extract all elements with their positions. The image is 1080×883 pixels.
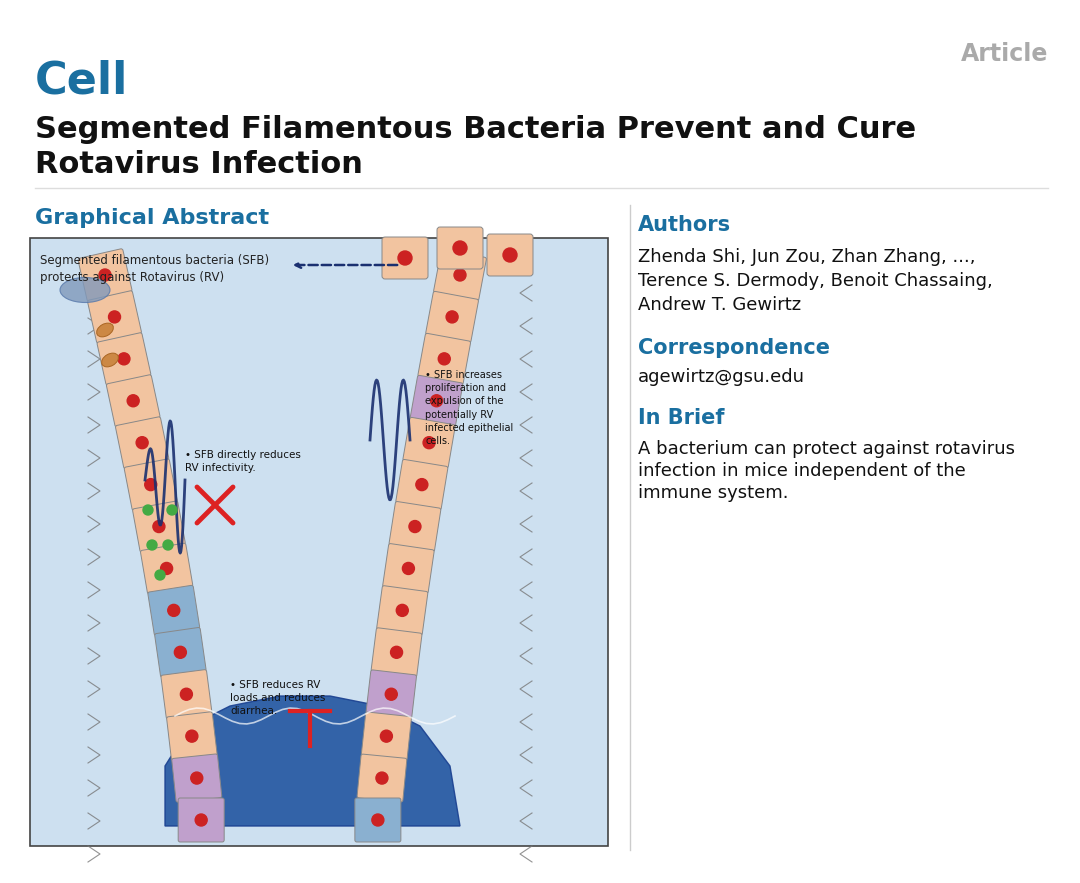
Text: infection in mice independent of the: infection in mice independent of the [638,462,966,480]
FancyBboxPatch shape [154,628,206,677]
Ellipse shape [60,277,110,303]
Circle shape [108,311,121,323]
Text: • SFB reduces RV
loads and reduces
diarrhea.: • SFB reduces RV loads and reduces diarr… [230,680,325,716]
Circle shape [386,688,397,700]
FancyBboxPatch shape [434,249,486,300]
FancyBboxPatch shape [357,754,407,802]
Text: In Brief: In Brief [638,408,725,428]
Circle shape [431,395,443,407]
FancyBboxPatch shape [403,418,455,468]
Circle shape [416,479,428,491]
FancyBboxPatch shape [362,712,411,760]
Ellipse shape [96,323,113,337]
Circle shape [180,688,192,700]
Text: Segmented filamentous bacteria (SFB)
protects against Rotavirus (RV): Segmented filamentous bacteria (SFB) pro… [40,254,269,284]
Polygon shape [165,696,460,826]
Circle shape [409,521,421,532]
FancyBboxPatch shape [372,628,422,676]
Text: Article: Article [960,42,1048,66]
Circle shape [391,646,403,659]
FancyBboxPatch shape [166,712,217,760]
Circle shape [454,269,465,281]
Circle shape [143,505,153,515]
Circle shape [167,505,177,515]
Circle shape [153,521,165,532]
FancyBboxPatch shape [116,417,168,469]
FancyBboxPatch shape [107,374,160,426]
FancyBboxPatch shape [487,234,534,276]
Text: Zhenda Shi, Jun Zou, Zhan Zhang, ...,: Zhenda Shi, Jun Zou, Zhan Zhang, ..., [638,248,975,266]
FancyBboxPatch shape [377,585,428,635]
FancyBboxPatch shape [172,754,221,802]
FancyBboxPatch shape [410,375,462,426]
Circle shape [191,772,203,784]
Text: Andrew T. Gewirtz: Andrew T. Gewirtz [638,296,801,314]
FancyBboxPatch shape [418,334,471,384]
Circle shape [453,241,467,255]
Circle shape [145,479,157,491]
Circle shape [396,604,408,616]
Circle shape [380,730,392,742]
FancyBboxPatch shape [437,227,483,269]
Text: Graphical Abstract: Graphical Abstract [35,208,269,228]
FancyBboxPatch shape [426,291,478,343]
FancyBboxPatch shape [124,459,177,510]
FancyBboxPatch shape [30,238,608,846]
Circle shape [399,251,411,265]
Circle shape [186,730,198,742]
Circle shape [503,248,517,262]
Text: Cell: Cell [35,60,129,103]
Circle shape [163,540,173,550]
FancyBboxPatch shape [366,670,417,719]
Text: Authors: Authors [638,215,731,235]
Circle shape [438,353,450,365]
Text: agewirtz@gsu.edu: agewirtz@gsu.edu [638,368,805,386]
Circle shape [147,540,157,550]
Text: • SFB increases
proliferation and
expulsion of the
potentially RV
infected epith: • SFB increases proliferation and expuls… [426,370,513,446]
FancyBboxPatch shape [148,585,200,636]
Text: • SFB directly reduces
RV infectivity.: • SFB directly reduces RV infectivity. [185,450,301,473]
FancyBboxPatch shape [389,502,441,552]
FancyBboxPatch shape [178,798,225,842]
Circle shape [118,353,130,365]
Ellipse shape [102,353,119,366]
FancyBboxPatch shape [87,291,141,343]
Text: A bacterium can protect against rotavirus: A bacterium can protect against rotaviru… [638,440,1015,458]
Circle shape [174,646,187,659]
FancyBboxPatch shape [382,544,434,593]
Text: Terence S. Dermody, Benoit Chassaing,: Terence S. Dermody, Benoit Chassaing, [638,272,993,290]
FancyBboxPatch shape [140,543,192,593]
Circle shape [376,772,388,784]
Text: Segmented Filamentous Bacteria Prevent and Cure: Segmented Filamentous Bacteria Prevent a… [35,115,916,144]
Circle shape [136,437,148,449]
Circle shape [167,604,179,616]
Circle shape [423,437,435,449]
Circle shape [99,269,111,281]
FancyBboxPatch shape [161,669,212,719]
FancyBboxPatch shape [78,249,132,301]
FancyBboxPatch shape [133,501,185,552]
Circle shape [446,311,458,323]
FancyBboxPatch shape [355,798,401,842]
FancyBboxPatch shape [382,237,428,279]
Circle shape [161,562,173,575]
Text: Rotavirus Infection: Rotavirus Infection [35,150,363,179]
Circle shape [156,570,165,580]
Circle shape [195,814,207,826]
FancyBboxPatch shape [97,333,151,385]
Text: immune system.: immune system. [638,484,788,502]
Circle shape [403,562,415,575]
FancyBboxPatch shape [396,459,448,509]
Text: Correspondence: Correspondence [638,338,831,358]
Circle shape [372,814,383,826]
Circle shape [127,395,139,407]
